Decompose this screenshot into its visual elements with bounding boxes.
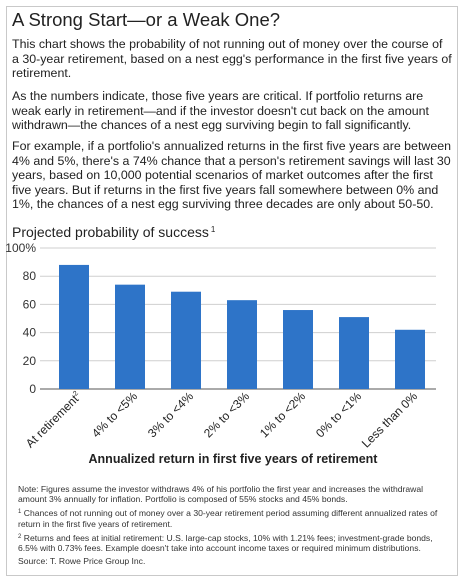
footnote-1-text: Chances of not running out of money over… — [18, 508, 438, 529]
y-tick-label: 100% — [5, 241, 36, 255]
category-label: 1% to <2% — [257, 389, 308, 440]
footnote-2-text: Returns and fees at initial retirement: … — [18, 532, 433, 554]
explanation-paragraph: As the numbers indicate, those five year… — [12, 89, 429, 132]
y-tick-label: 0 — [29, 382, 36, 396]
footnote-2: 2 Returns and fees at initial retirement… — [18, 532, 448, 553]
bar — [339, 317, 369, 389]
category-label: 4% to <5% — [89, 389, 140, 440]
y-tick-label: 60 — [23, 297, 37, 311]
category-label: At retirement2 — [23, 389, 84, 450]
chart-title: Projected probability of success 1 — [12, 224, 215, 240]
footnote-2-mark: 2 — [18, 533, 22, 540]
category-label: 0% to <1% — [313, 389, 364, 440]
y-tick-label: 40 — [23, 326, 37, 340]
example-paragraph: For example, if a portfolio's annualized… — [12, 139, 452, 211]
bar — [283, 310, 313, 389]
intro-paragraph: This chart shows the probability of not … — [12, 37, 452, 80]
chart-notes: Note: Figures assume the investor withdr… — [18, 484, 448, 569]
y-tick-label: 20 — [23, 354, 37, 368]
x-axis-label: Annualized return in first five years of… — [88, 452, 378, 466]
article-frame — [6, 6, 458, 576]
category-label: 3% to <4% — [145, 389, 196, 440]
category-footnote-mark: 2 — [72, 390, 80, 398]
source-text: Source: T. Rowe Price Group Inc. — [18, 556, 146, 567]
footnote-1: 1 Chances of not running out of money ov… — [18, 507, 448, 528]
bar — [59, 264, 89, 389]
category-label: Less than 0% — [359, 389, 421, 451]
bar — [227, 300, 257, 389]
bar — [171, 291, 201, 389]
chart-title-text: Projected probability of success — [12, 224, 209, 240]
bar — [395, 329, 425, 389]
y-tick-label: 80 — [23, 269, 37, 283]
note-text: Note: Figures assume the investor withdr… — [18, 484, 424, 505]
bar — [115, 284, 145, 389]
article-title: A Strong Start—or a Weak One? — [12, 9, 281, 30]
category-label: 2% to <3% — [201, 389, 252, 440]
chart-title-footnote-mark: 1 — [210, 225, 216, 234]
footnote-1-mark: 1 — [18, 509, 22, 516]
